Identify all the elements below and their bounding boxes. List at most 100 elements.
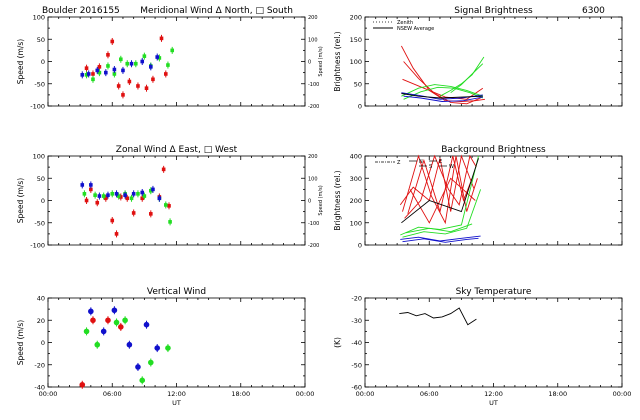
zonal-chart: Zonal Wind Δ East, □ West -100 -50 0 50 100 -2…: [16, 145, 324, 250]
background-title: Background Brightness: [441, 145, 546, 155]
zonal-point-blue: [114, 192, 119, 196]
vertical-point-blue: [154, 345, 161, 351]
zonal-title: Zonal Wind Δ East, □ West: [116, 145, 238, 155]
vertical-point-blue: [135, 364, 141, 370]
vertical-point-green: [122, 317, 128, 324]
signal-title-right: 6300: [582, 6, 605, 16]
background-ytick-label: 300: [350, 175, 362, 183]
sky-ytick-label: -20: [351, 295, 362, 303]
zonal-point-red: [161, 167, 166, 172]
meridional-ytick-label: 0: [41, 58, 45, 66]
sky-xtick-label: 12:00: [484, 390, 503, 398]
vertical-point-red: [79, 381, 86, 388]
background-ytick-label: 100: [350, 219, 362, 227]
zonal-point-red: [125, 196, 130, 201]
zonal-point-green: [129, 196, 134, 201]
sky-title: Sky Temperature: [456, 287, 532, 297]
meridional-y2-label: Speed (m/s): [318, 46, 324, 76]
sky-xtick-label: 00:00: [613, 390, 632, 398]
vertical-point-red: [90, 317, 96, 324]
vertical-point-blue: [88, 308, 94, 315]
zonal-y2tick-label: 100: [308, 176, 318, 182]
meridional-point-red: [151, 77, 155, 82]
vertical-ytick-label: 20: [37, 317, 45, 325]
sky-xtick-label: 06:00: [420, 390, 439, 398]
zonal-point-red: [95, 200, 100, 205]
background-legend-label-w: W: [449, 164, 454, 170]
vertical-point-red: [105, 317, 111, 324]
meridional-point-green: [157, 56, 162, 60]
vertical-point-blue: [111, 307, 118, 314]
zonal-ytick-label: 100: [33, 153, 45, 161]
meridional-point-green: [170, 48, 175, 53]
sky-y-label: (K): [333, 337, 342, 348]
zonal-point-red: [149, 212, 153, 216]
background-line-red: [402, 154, 478, 225]
background-line-blue: [402, 237, 479, 243]
zonal-point-red: [131, 211, 136, 215]
zonal-point-green: [93, 193, 97, 197]
zonal-point-blue: [140, 190, 145, 195]
signal-line-green: [450, 63, 484, 94]
meridional-ytick-label: 100: [33, 14, 45, 22]
signal-ytick-label: 0: [358, 103, 362, 111]
meridional-title-left: Boulder 2016155: [42, 6, 120, 16]
signal-y-label: Brightness (rel.): [333, 31, 342, 91]
zonal-point-blue: [123, 193, 127, 197]
signal-line-green: [403, 86, 483, 100]
meridional-point-red: [116, 84, 121, 88]
vertical-xtick-label: 18:00: [231, 390, 250, 398]
sky-chart: Sky Temperature -60 -50 -40 -30 -20 00:00 06:00…: [333, 287, 631, 407]
vertical-point-green: [148, 359, 154, 366]
zonal-y2tick-label: 0: [308, 199, 311, 205]
meridional-point-green: [119, 57, 123, 62]
background-line-red: [399, 154, 475, 212]
signal-line-red: [401, 45, 485, 102]
meridional-point-blue: [129, 61, 134, 66]
meridional-point-green: [91, 77, 95, 82]
zonal-point-green: [101, 194, 106, 198]
meridional-point-red: [136, 84, 140, 88]
meridional-point-green: [84, 73, 89, 77]
meridional-y2tick-label: -100: [308, 82, 319, 88]
background-legend-label-e: E: [439, 159, 442, 165]
meridional-point-red: [84, 66, 89, 70]
zonal-y2tick-label: 200: [308, 154, 318, 160]
meridional-ytick-label: -50: [34, 80, 45, 88]
vertical-point-blue: [143, 321, 150, 328]
vertical-point-blue: [100, 328, 107, 335]
meridional-point-blue: [155, 55, 160, 59]
zonal-point-green: [116, 194, 121, 198]
meridional-point-red: [159, 36, 164, 41]
vertical-point-red: [118, 324, 124, 330]
meridional-y2tick-label: 100: [308, 37, 318, 43]
zonal-point-green: [149, 188, 153, 193]
meridional-point-green: [134, 61, 138, 66]
meridional-point-blue: [86, 72, 91, 76]
zonal-point-red: [119, 195, 123, 199]
meridional-point-red: [127, 79, 132, 84]
meridional-point-red: [91, 72, 95, 76]
zonal-point-red: [89, 187, 93, 192]
vertical-xtick-label: 00:00: [39, 390, 58, 398]
background-line-red: [409, 177, 476, 224]
sky-plot-frame: [364, 297, 623, 388]
zonal-point-green: [168, 220, 172, 224]
zonal-y2-label: Speed (m/s): [318, 185, 324, 215]
vertical-point-blue: [126, 341, 133, 348]
meridional-ytick-label: 50: [37, 36, 45, 44]
background-legend-label-n: N: [419, 159, 423, 165]
meridional-ytick-label: -100: [30, 103, 45, 111]
zonal-point-blue: [151, 187, 155, 192]
vertical-point-green: [113, 319, 120, 326]
meridional-point-green: [106, 64, 110, 68]
zonal-point-green: [142, 194, 147, 198]
meridional-point-blue: [149, 65, 153, 69]
signal-ytick-label: 100: [350, 58, 362, 66]
zonal-point-green: [136, 192, 140, 196]
signal-ytick-label: 200: [350, 14, 362, 22]
vertical-xtick-label: 12:00: [167, 390, 186, 398]
vertical-ytick-label: -20: [34, 361, 45, 369]
vertical-ytick-label: 40: [37, 295, 45, 303]
